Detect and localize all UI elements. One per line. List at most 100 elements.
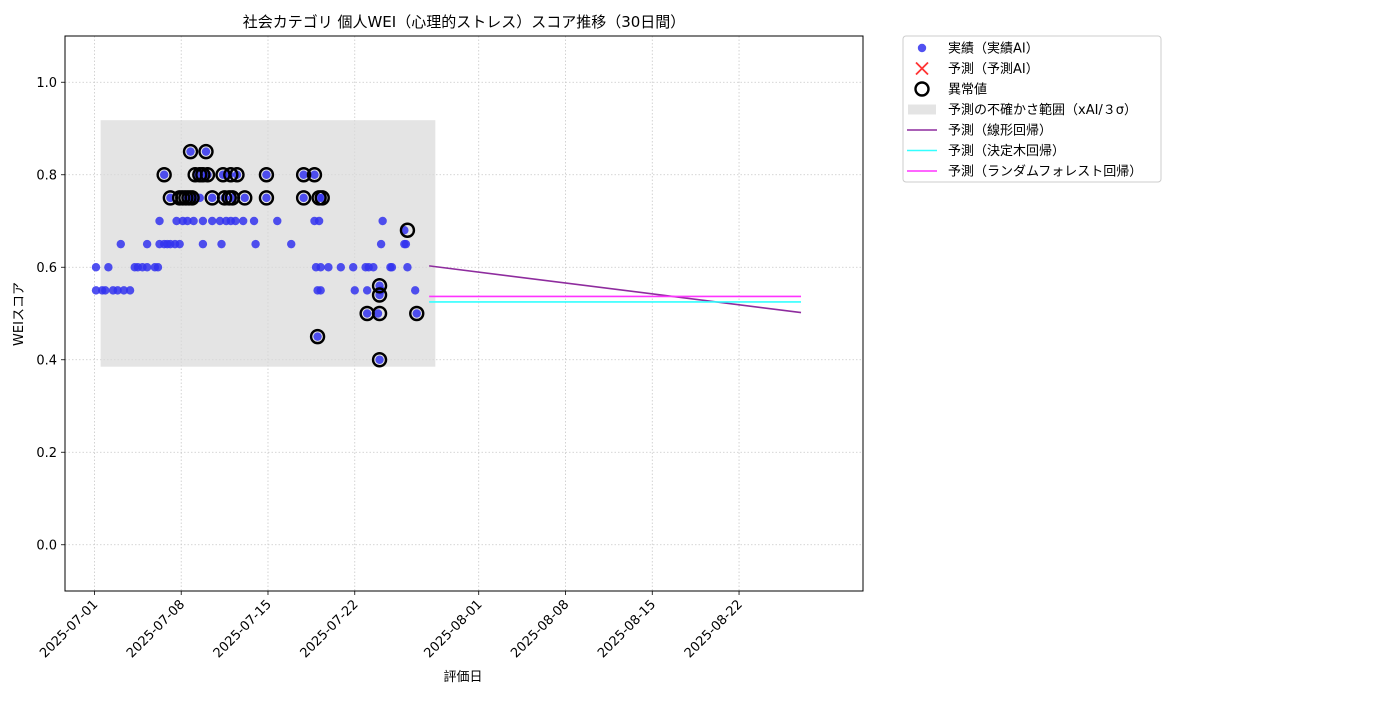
actual-point bbox=[231, 216, 240, 226]
actual-point bbox=[186, 147, 195, 156]
legend-label-forest: 予測（ランダムフォレスト回帰） bbox=[948, 164, 1142, 180]
anomaly-marker bbox=[258, 167, 275, 183]
x-tick-label: 2025-07-15 bbox=[211, 597, 275, 661]
x-tick-label: 2025-08-01 bbox=[422, 597, 486, 661]
actual-point bbox=[316, 263, 325, 272]
legend-label-predicted: 予測（予測AI） bbox=[948, 62, 1039, 77]
x-axis-label: 評価日 bbox=[443, 670, 482, 685]
anomaly-marker bbox=[223, 167, 239, 183]
actual-point bbox=[299, 193, 308, 203]
actual-point bbox=[369, 263, 378, 272]
actual-point bbox=[412, 309, 421, 318]
legend-band-swatch bbox=[908, 104, 936, 115]
y-tick-label: 0.2 bbox=[36, 446, 57, 461]
anomaly-marker bbox=[182, 143, 199, 160]
actual-point bbox=[183, 216, 192, 226]
actual-point bbox=[198, 216, 208, 226]
actual-point bbox=[378, 216, 387, 226]
legend-anomaly-marker bbox=[914, 81, 930, 97]
anomaly-marker bbox=[156, 167, 172, 183]
y-tick-label: 0.4 bbox=[36, 353, 57, 368]
actual-point bbox=[324, 263, 333, 272]
actual-point bbox=[310, 170, 319, 179]
actual-point bbox=[249, 216, 259, 226]
anomaly-marker bbox=[216, 190, 233, 206]
anomaly-marker bbox=[295, 190, 312, 206]
legend-frame bbox=[902, 35, 1162, 183]
anomaly-marker bbox=[371, 278, 388, 294]
legend-label-actual: 実績（実績AI） bbox=[948, 41, 1039, 57]
actual-point bbox=[350, 286, 359, 295]
y-tick-label: 0.0 bbox=[36, 538, 57, 553]
actual-point bbox=[362, 309, 372, 318]
actual-point bbox=[101, 286, 110, 295]
actual-point bbox=[142, 239, 152, 249]
x-tick-label: 2025-07-01 bbox=[37, 597, 101, 661]
actual-point bbox=[189, 216, 198, 226]
legend-label-tree: 予測（決定木回帰） bbox=[948, 143, 1065, 159]
actual-point bbox=[91, 286, 101, 295]
anomaly-marker bbox=[399, 222, 416, 238]
legend-label-linear: 予測（線形回帰） bbox=[948, 123, 1052, 139]
x-tick-label: 2025-08-15 bbox=[595, 597, 659, 661]
anomaly-marker bbox=[237, 190, 253, 206]
actual-point bbox=[116, 239, 125, 249]
actual-point bbox=[273, 216, 282, 226]
anomaly-marker bbox=[309, 328, 326, 345]
actual-point bbox=[217, 239, 226, 249]
actual-point bbox=[313, 332, 322, 341]
anomaly-markers-layer bbox=[156, 143, 425, 368]
legend-actual-marker bbox=[917, 43, 927, 53]
actual-point bbox=[376, 239, 386, 249]
actual-point bbox=[113, 286, 122, 295]
anomaly-marker bbox=[229, 167, 245, 183]
actual-point bbox=[362, 286, 372, 295]
actual-point bbox=[201, 147, 211, 156]
actual-point bbox=[125, 286, 135, 295]
actual-point bbox=[336, 263, 346, 272]
anomaly-marker bbox=[295, 167, 312, 183]
prediction-line-linear bbox=[429, 265, 802, 314]
actual-point bbox=[262, 170, 271, 179]
actual-point bbox=[410, 286, 420, 295]
actual-point bbox=[104, 263, 113, 272]
actual-point bbox=[208, 193, 217, 203]
y-tick-label: 1.0 bbox=[36, 76, 57, 91]
anomaly-marker bbox=[371, 305, 388, 322]
actual-point bbox=[251, 239, 260, 249]
actual-point bbox=[387, 263, 397, 272]
actual-point bbox=[287, 239, 296, 249]
anomaly-marker bbox=[371, 352, 388, 368]
actual-point bbox=[373, 309, 383, 318]
actual-point bbox=[155, 216, 164, 226]
actual-point bbox=[208, 216, 217, 226]
actual-point bbox=[262, 193, 271, 203]
anomaly-marker bbox=[199, 167, 216, 183]
y-tick-label: 0.8 bbox=[36, 168, 57, 183]
anomaly-marker bbox=[198, 143, 214, 160]
x-tick-label: 2025-08-08 bbox=[508, 597, 572, 661]
actual-point bbox=[375, 355, 384, 364]
legend-predicted-marker bbox=[915, 61, 929, 76]
actual-point bbox=[198, 239, 208, 249]
actual-point bbox=[299, 170, 308, 179]
anomaly-marker bbox=[409, 305, 425, 322]
x-tick-label: 2025-07-22 bbox=[298, 597, 362, 661]
x-tick-label: 2025-08-22 bbox=[682, 597, 746, 661]
actual-point bbox=[91, 263, 101, 272]
legend-label-anomaly: 異常値 bbox=[948, 82, 987, 98]
legend-label-band: 予測の不確かさ範囲（xAI/３σ） bbox=[948, 102, 1137, 118]
actual-point bbox=[403, 263, 412, 272]
anomaly-marker bbox=[306, 167, 323, 183]
y-axis-label: WEIスコア bbox=[12, 282, 27, 346]
actual-point bbox=[175, 239, 184, 249]
actual-point bbox=[215, 216, 225, 226]
y-tick-label: 0.6 bbox=[36, 261, 57, 276]
anomaly-marker bbox=[371, 287, 388, 303]
actual-point bbox=[119, 286, 129, 295]
actual-point bbox=[349, 263, 358, 272]
actual-point bbox=[153, 263, 163, 272]
